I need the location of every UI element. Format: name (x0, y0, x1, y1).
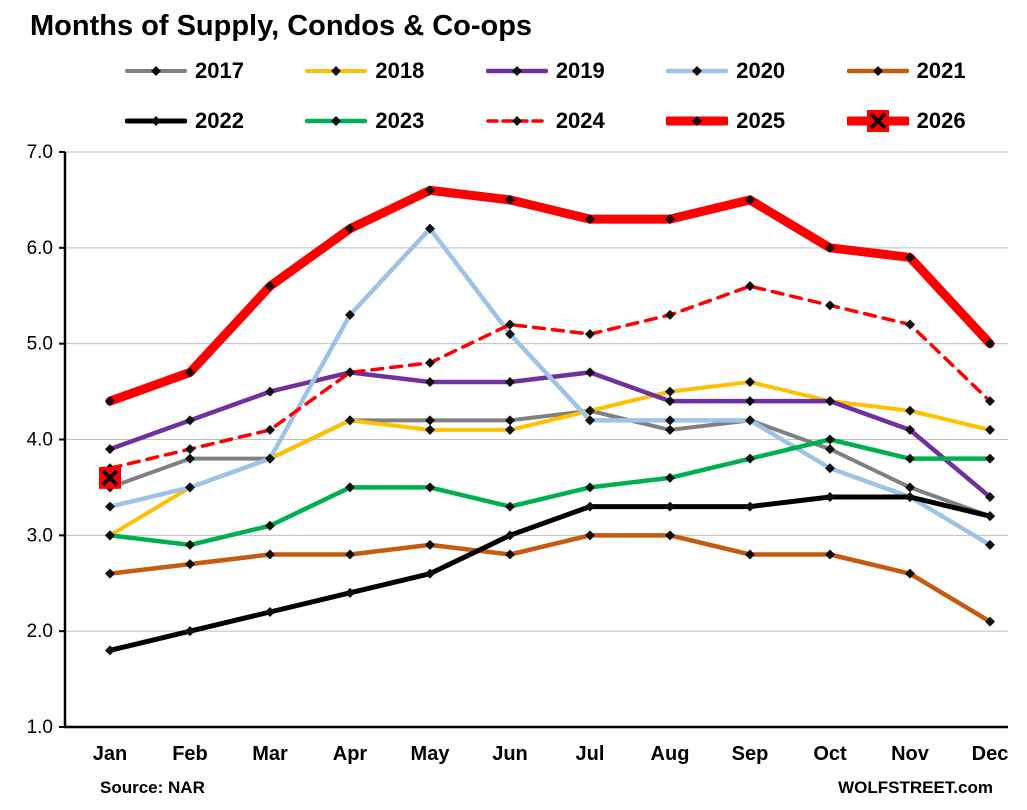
legend-label: 2021 (916, 58, 966, 83)
legend-label: 2023 (375, 108, 425, 133)
legend-label: 2026 (916, 108, 966, 133)
legend-swatch-icon (305, 116, 368, 126)
svg-text:2.0: 2.0 (27, 621, 53, 642)
svg-text:Jul: Jul (576, 743, 605, 765)
svg-text:Feb: Feb (172, 743, 208, 765)
legend-swatch-icon (125, 66, 187, 76)
svg-text:7.0: 7.0 (27, 142, 53, 163)
legend-label: 2019 (555, 58, 605, 83)
legend-item-2025: 2025 (666, 108, 846, 134)
legend-swatch-icon (846, 66, 909, 76)
legend-swatch-icon (305, 66, 368, 76)
legend-label: 2020 (736, 58, 786, 83)
legend-item-2023: 2023 (305, 108, 485, 134)
site-label: WOLFSTREET.com (838, 778, 993, 797)
svg-text:Mar: Mar (252, 743, 288, 765)
legend-swatch-icon (666, 116, 729, 126)
legend-label: 2017 (195, 58, 244, 83)
legend-item-2020: 2020 (666, 58, 846, 84)
chart-title: Months of Supply, Condos & Co-ops (30, 10, 533, 42)
svg-text:5.0: 5.0 (27, 334, 53, 355)
svg-text:6.0: 6.0 (27, 238, 53, 259)
legend-swatch-icon (125, 116, 187, 126)
svg-text:May: May (411, 743, 451, 765)
legend-label: 2018 (375, 58, 425, 83)
svg-text:Sep: Sep (732, 743, 769, 765)
svg-text:3.0: 3.0 (27, 525, 53, 546)
svg-text:1.0: 1.0 (27, 717, 53, 738)
legend-item-2022: 2022 (125, 108, 305, 134)
legend-swatch-icon (486, 116, 548, 126)
legend-label: 2025 (736, 108, 786, 133)
legend: 2017 2018 2019 2020 2021 2022 2023 2024 2025 2026 (0, 58, 1027, 158)
legend-item-2024: 2024 (486, 108, 666, 134)
legend-swatch-icon (666, 66, 729, 76)
legend-item-2018: 2018 (305, 58, 485, 84)
legend-swatch-icon (846, 110, 909, 132)
svg-text:Dec: Dec (972, 743, 1009, 765)
svg-text:Nov: Nov (891, 743, 930, 765)
legend-row: 2017 2018 2019 2020 2021 (0, 58, 1027, 84)
svg-text:Aug: Aug (651, 743, 690, 765)
legend-label: 2024 (555, 108, 605, 133)
legend-label: 2022 (195, 108, 244, 133)
legend-row: 2022 2023 2024 2025 2026 (0, 108, 1027, 134)
source-label: Source: NAR (100, 778, 205, 797)
svg-text:4.0: 4.0 (27, 430, 53, 451)
svg-text:Jun: Jun (492, 743, 528, 765)
svg-text:Oct: Oct (813, 743, 847, 765)
legend-swatch-icon (485, 66, 548, 76)
legend-item-2017: 2017 (125, 58, 305, 84)
legend-item-2026: 2026 (846, 108, 1027, 134)
svg-text:Apr: Apr (333, 743, 368, 765)
legend-item-2021: 2021 (846, 58, 1027, 84)
legend-item-2019: 2019 (485, 58, 666, 84)
svg-text:Jan: Jan (93, 743, 127, 765)
